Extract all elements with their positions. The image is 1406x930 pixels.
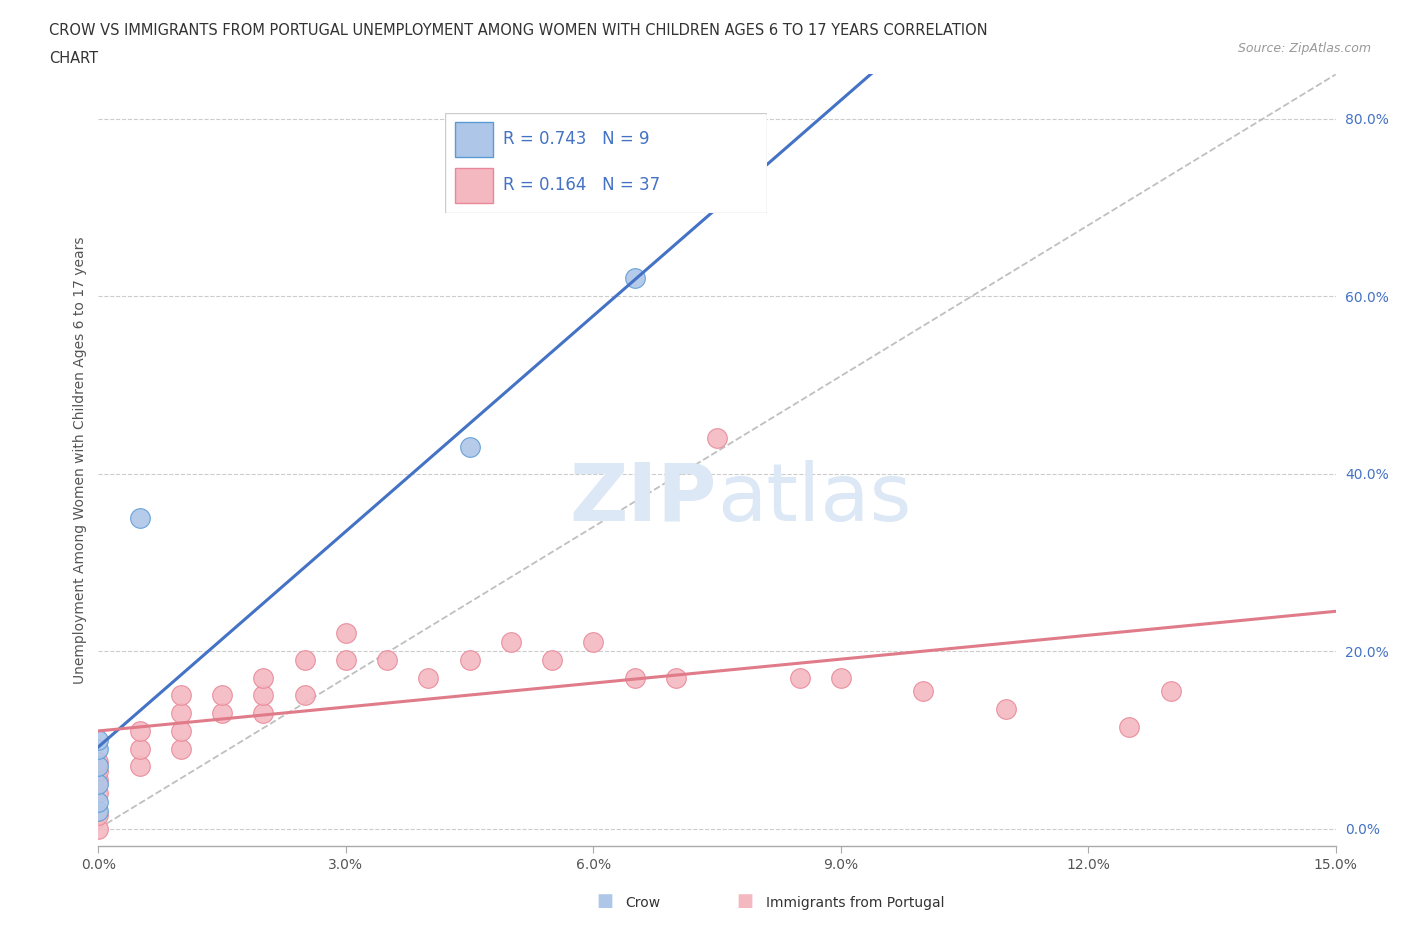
Text: atlas: atlas: [717, 460, 911, 538]
Point: [170, 724, 193, 738]
Text: ■: ■: [737, 892, 754, 910]
Text: CHART: CHART: [49, 51, 98, 66]
Point: [623, 671, 645, 685]
Point: [252, 688, 274, 703]
Point: [912, 684, 935, 698]
Point: [128, 759, 150, 774]
Point: [87, 754, 110, 769]
Point: [789, 671, 811, 685]
Point: [211, 688, 233, 703]
Text: Immigrants from Portugal: Immigrants from Portugal: [766, 896, 945, 910]
Point: [458, 440, 481, 455]
Text: Crow: Crow: [626, 896, 661, 910]
Point: [375, 653, 398, 668]
Point: [87, 808, 110, 823]
Point: [87, 794, 110, 809]
Point: [499, 635, 522, 650]
Text: CROW VS IMMIGRANTS FROM PORTUGAL UNEMPLOYMENT AMONG WOMEN WITH CHILDREN AGES 6 T: CROW VS IMMIGRANTS FROM PORTUGAL UNEMPLO…: [49, 23, 988, 38]
Point: [87, 733, 110, 748]
Point: [87, 772, 110, 787]
Y-axis label: Unemployment Among Women with Children Ages 6 to 17 years: Unemployment Among Women with Children A…: [73, 236, 87, 684]
Point: [335, 653, 357, 668]
Point: [87, 821, 110, 836]
Point: [87, 777, 110, 791]
Point: [706, 431, 728, 445]
Point: [170, 688, 193, 703]
Point: [294, 653, 316, 668]
Text: ■: ■: [596, 892, 613, 910]
Point: [665, 671, 688, 685]
Point: [128, 741, 150, 756]
Point: [458, 653, 481, 668]
Point: [87, 764, 110, 778]
Point: [87, 804, 110, 818]
Point: [623, 271, 645, 286]
Point: [1118, 719, 1140, 734]
Point: [87, 741, 110, 756]
Point: [994, 701, 1017, 716]
Point: [87, 786, 110, 801]
Point: [294, 688, 316, 703]
Point: [87, 759, 110, 774]
Text: Source: ZipAtlas.com: Source: ZipAtlas.com: [1237, 42, 1371, 55]
Point: [830, 671, 852, 685]
Point: [582, 635, 605, 650]
Point: [252, 706, 274, 721]
Point: [252, 671, 274, 685]
Point: [170, 741, 193, 756]
Point: [418, 671, 440, 685]
Point: [128, 511, 150, 525]
Point: [211, 706, 233, 721]
Point: [541, 653, 564, 668]
Text: ZIP: ZIP: [569, 460, 717, 538]
Point: [1160, 684, 1182, 698]
Point: [335, 626, 357, 641]
Point: [170, 706, 193, 721]
Point: [128, 724, 150, 738]
